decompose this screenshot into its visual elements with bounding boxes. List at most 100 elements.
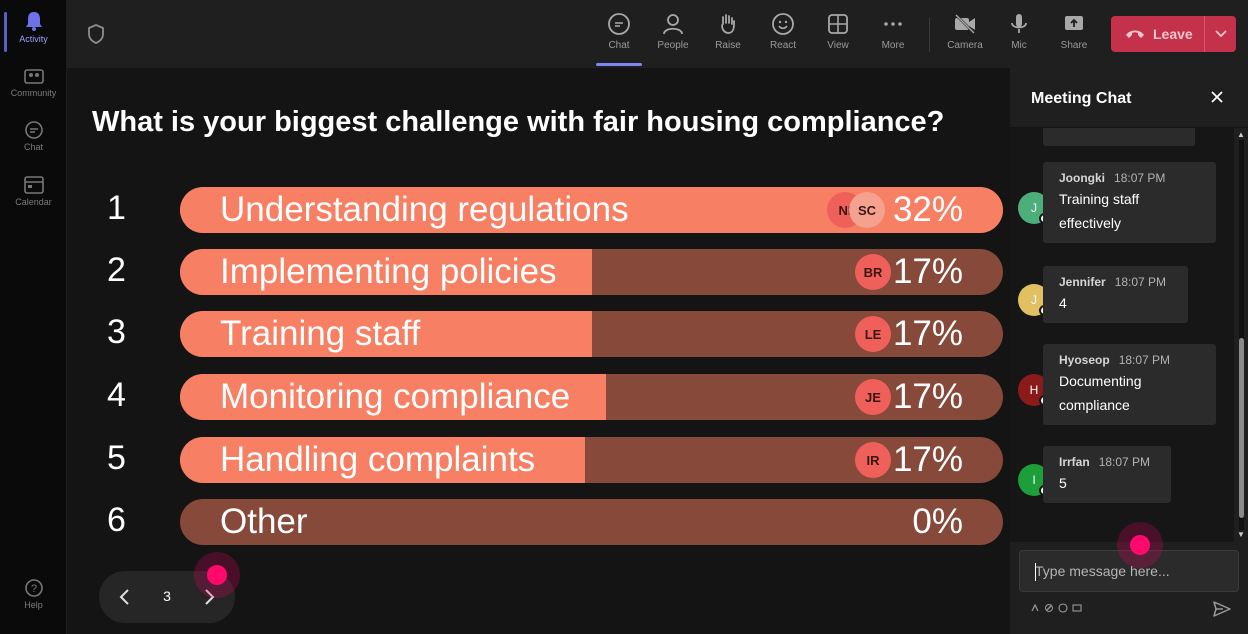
poll-option-bar: Implementing policies BR 17%: [180, 249, 1003, 295]
send-icon[interactable]: [1212, 600, 1232, 618]
people-button[interactable]: People: [650, 10, 696, 60]
poll-question: What is your biggest challenge with fair…: [92, 106, 945, 138]
poll-option-bar: Monitoring compliance JE 17%: [180, 374, 1003, 420]
poll-option-percent: 17%: [892, 377, 963, 416]
more-button[interactable]: More: [870, 10, 916, 60]
rail-item-community[interactable]: Community: [0, 66, 67, 98]
message-text: 4: [1059, 291, 1172, 315]
poll-option-percent: 0%: [912, 502, 963, 541]
shield-icon[interactable]: [87, 24, 105, 44]
message-text-line: Training staff: [1059, 191, 1140, 207]
emoji-icon[interactable]: [1058, 603, 1068, 613]
mic-button[interactable]: Mic: [996, 10, 1042, 60]
poll-option-percent: 17%: [892, 314, 963, 353]
rail-label: Community: [10, 88, 57, 98]
option-number: 6: [107, 501, 126, 539]
chevron-left-icon[interactable]: [115, 587, 135, 607]
meeting-chat-panel: Meeting Chat J Joongki 18:07 PM Training st…: [1010, 68, 1248, 634]
rail-item-activity[interactable]: Activity: [0, 10, 67, 52]
option-number: 5: [107, 439, 126, 477]
rail-item-help[interactable]: ? Help: [0, 578, 67, 610]
toolbar-label: Raise: [715, 40, 741, 51]
chat-scrollbar[interactable]: ▲ ▼: [1236, 130, 1246, 540]
hand-icon: [721, 14, 735, 34]
react-button[interactable]: React: [760, 10, 806, 60]
message-meta: Jennifer 18:07 PM: [1059, 275, 1172, 289]
message-compose[interactable]: [1019, 550, 1239, 592]
sender-name: Jennifer: [1059, 275, 1106, 289]
message-bubble: Jennifer 18:07 PM 4: [1043, 266, 1188, 323]
leave-label: Leave: [1153, 26, 1193, 42]
camera-off-icon: [955, 14, 975, 34]
chevron-down-icon: [1214, 30, 1227, 38]
sender-name: Hyoseop: [1059, 353, 1110, 367]
scroll-up-icon[interactable]: ▲: [1237, 130, 1245, 139]
avatar-initial: I: [1032, 473, 1036, 487]
message-time: 18:07 PM: [1118, 353, 1171, 367]
rail-item-calendar[interactable]: Calendar: [0, 175, 67, 207]
chat-icon: [608, 13, 630, 35]
help-icon: ?: [24, 579, 43, 597]
poll-option-percent: 32%: [892, 190, 963, 229]
voter-avatar: LE: [855, 316, 891, 352]
attach-icon[interactable]: [1044, 603, 1054, 613]
toolbar-label: Mic: [1011, 40, 1027, 51]
rail-item-chat[interactable]: Chat: [0, 120, 67, 152]
gif-icon[interactable]: [1072, 603, 1082, 613]
people-icon: [663, 14, 683, 35]
message-text: 5: [1059, 471, 1155, 495]
rail-label: Activity: [19, 34, 48, 44]
rail-label: Calendar: [15, 197, 52, 207]
poll-option-fill: [180, 374, 606, 420]
text-caret: [1035, 563, 1036, 581]
bell-icon: [25, 12, 42, 31]
poll-option-fill: [180, 249, 592, 295]
mic-icon: [1011, 14, 1027, 33]
message-text: Documenting compliance: [1059, 369, 1200, 417]
poll-option-bar: Training staff LE 17%: [180, 311, 1003, 357]
more-icon: [884, 22, 902, 26]
meeting-toolbar: Chat People Raise React View More Camera…: [67, 0, 1248, 68]
poll-option-percent: 17%: [892, 440, 963, 479]
pointer-highlight: [194, 552, 240, 598]
voter-avatar: SC: [849, 192, 885, 228]
leave-dropdown[interactable]: [1205, 30, 1236, 38]
scroll-thumb[interactable]: [1239, 338, 1244, 518]
poll-option-label: Other: [220, 502, 308, 541]
avatar-initial: J: [1031, 201, 1037, 215]
poll-option-label: Monitoring compliance: [220, 377, 571, 416]
calendar-icon: [23, 176, 44, 194]
toolbar-divider: [929, 18, 930, 52]
poll-option-percent: 17%: [892, 252, 963, 291]
leave-main[interactable]: Leave: [1111, 16, 1205, 52]
leave-button[interactable]: Leave: [1111, 16, 1236, 52]
poll-option-fill: [180, 311, 592, 357]
avatar-initial: H: [1029, 383, 1039, 397]
format-icon[interactable]: [1030, 603, 1040, 613]
view-button[interactable]: View: [815, 10, 861, 60]
message-bubble-partial: [1043, 128, 1195, 146]
message-time: 18:07 PM: [1098, 455, 1151, 469]
smiley-icon: [772, 13, 794, 35]
sender-name: Joongki: [1059, 171, 1106, 185]
chat-header: Meeting Chat: [1010, 68, 1248, 128]
page-number: 3: [163, 588, 171, 604]
message-meta: Hyoseop 18:07 PM: [1059, 353, 1200, 367]
chat-messages[interactable]: J Joongki 18:07 PM Training staff effectivel…: [1010, 128, 1234, 542]
sender-name: Irrfan: [1059, 455, 1090, 469]
toolbar-label: More: [881, 40, 905, 51]
camera-button[interactable]: Camera: [942, 10, 988, 60]
message-meta: Joongki 18:07 PM: [1059, 171, 1200, 185]
toolbar-label: People: [657, 40, 689, 51]
scroll-track: [1239, 140, 1244, 530]
message-text: Training staff effectively: [1059, 187, 1200, 235]
chat-button[interactable]: Chat: [596, 10, 642, 66]
raise-hand-button[interactable]: Raise: [705, 10, 751, 60]
community-icon: [23, 69, 44, 84]
share-button[interactable]: Share: [1051, 10, 1097, 60]
chevron-right-icon[interactable]: [199, 587, 219, 607]
toolbar-label: React: [769, 40, 797, 51]
scroll-down-icon[interactable]: ▼: [1237, 530, 1245, 539]
message-input[interactable]: [1020, 551, 1238, 591]
close-icon[interactable]: [1210, 90, 1224, 104]
